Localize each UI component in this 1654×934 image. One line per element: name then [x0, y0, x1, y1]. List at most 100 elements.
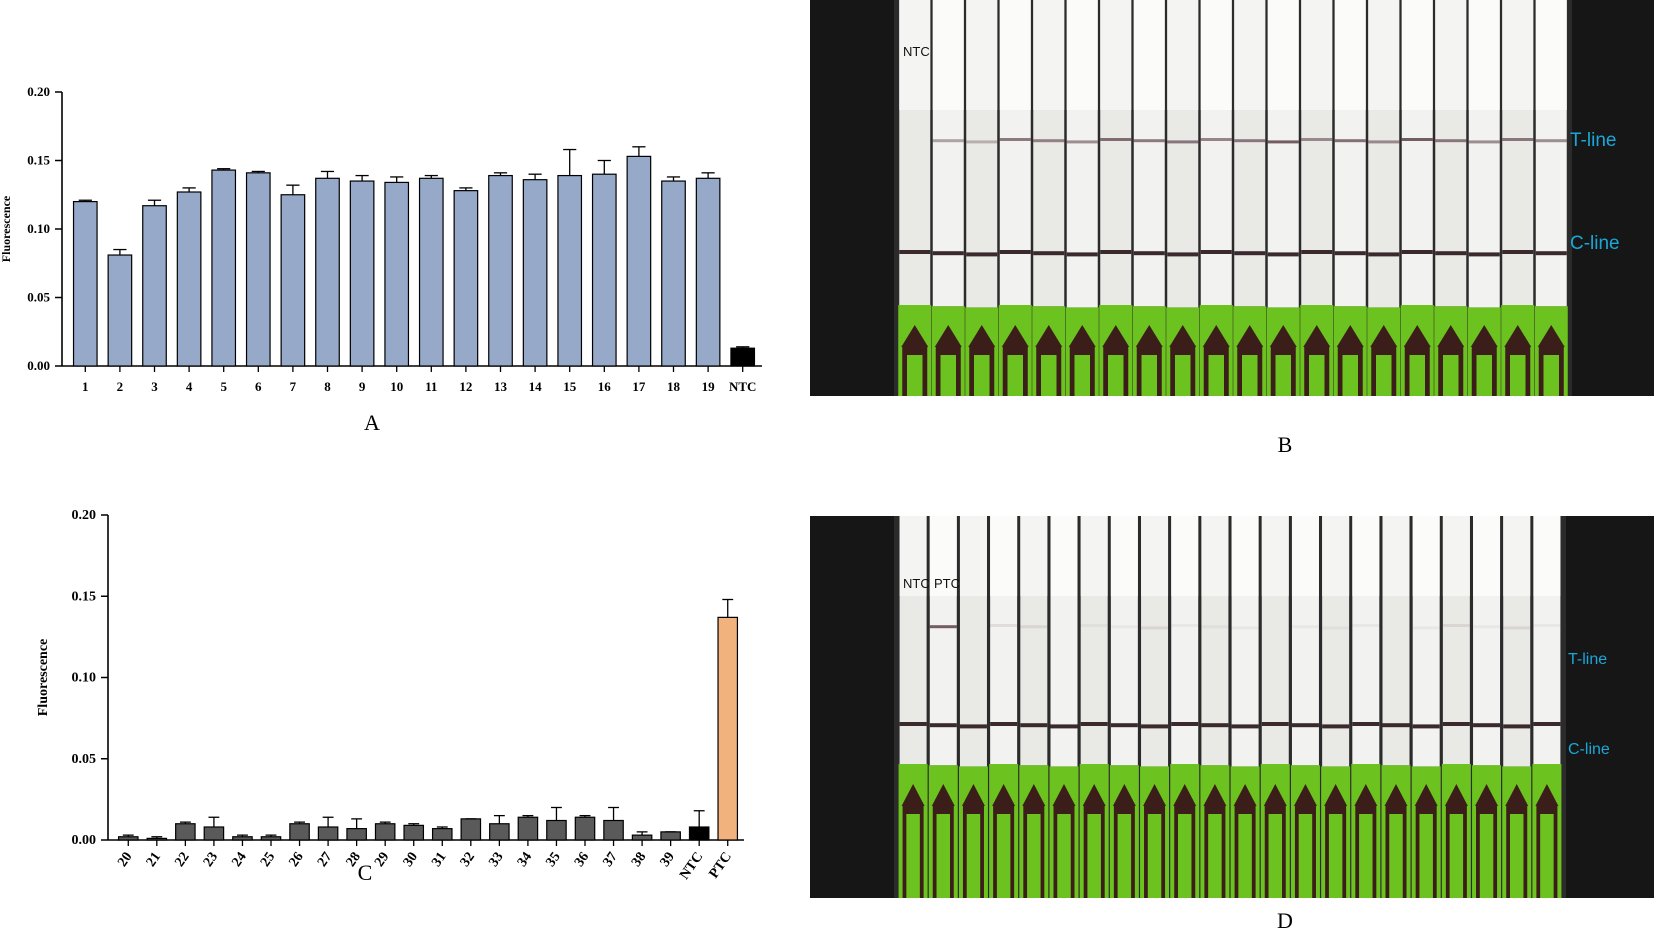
c-line — [1473, 723, 1501, 728]
x-tick-label: 36 — [572, 850, 592, 870]
pad-window — [1007, 355, 1023, 396]
strip-cover — [1322, 516, 1350, 596]
strip-cover — [1382, 516, 1410, 596]
strip-cover — [1066, 0, 1098, 110]
arrow-marker — [1169, 325, 1197, 347]
pad-window — [1376, 355, 1392, 396]
t-line — [1502, 138, 1534, 141]
strip-cover — [1267, 0, 1299, 110]
arrow-marker — [1370, 325, 1398, 347]
x-tick-label: 1 — [82, 379, 89, 394]
c-line — [1435, 251, 1467, 256]
x-tick-label: 38 — [629, 850, 649, 870]
x-tick-label: 8 — [324, 379, 331, 394]
strip-cover — [1234, 0, 1266, 110]
strip-cover — [1080, 516, 1108, 596]
arrow-marker — [1475, 784, 1499, 806]
c-line-label-b: C-line — [1570, 233, 1620, 254]
x-tick-label: 31 — [429, 850, 449, 870]
x-tick-label: 7 — [290, 379, 297, 394]
pad-window — [1543, 355, 1559, 396]
chart-c: 0.00 0.05 0.10 0.15 0.20 Fluorescence 20 21 22 23… — [36, 508, 744, 883]
x-tick-label: 20 — [115, 850, 135, 870]
arrow-marker — [1203, 784, 1227, 806]
pad-window — [1509, 814, 1524, 898]
bar — [517, 816, 539, 841]
strip-cover — [1435, 0, 1467, 110]
t-line — [1435, 139, 1467, 143]
c-line — [1020, 723, 1048, 728]
c-line — [1141, 724, 1169, 729]
c-line — [1291, 723, 1319, 728]
x-tick-label: 27 — [315, 850, 335, 870]
x-tick-label: 32 — [458, 850, 478, 870]
x-tick-label: 22 — [172, 850, 192, 870]
pad-window — [1208, 814, 1222, 898]
c-line — [1171, 722, 1199, 726]
c-line — [1033, 251, 1065, 256]
pad-window — [1175, 355, 1191, 396]
ntc-label-d: NTC — [903, 576, 930, 591]
pad-window — [1449, 814, 1464, 898]
x-tick-label: 10 — [390, 379, 403, 394]
pad-window — [1242, 355, 1258, 396]
t-line — [1334, 139, 1366, 143]
pad-window — [1141, 355, 1157, 396]
t-line-label-b: T-line — [1570, 130, 1617, 151]
panel-label-d: D — [1277, 908, 1293, 933]
strip-cover — [1141, 516, 1169, 596]
y-tick-label: 0.20 — [72, 508, 97, 523]
pad-window — [1359, 814, 1373, 898]
strip-cover — [1020, 516, 1048, 596]
y-tick-label: 0.05 — [72, 752, 97, 767]
pad-window — [940, 355, 956, 396]
strip-cover — [1201, 516, 1229, 596]
arrow-marker — [1135, 325, 1163, 347]
t-line — [966, 140, 998, 144]
x-tick-label: 11 — [425, 379, 437, 394]
pad-window — [1328, 814, 1343, 898]
x-tick-label: 17 — [632, 379, 646, 394]
bar — [175, 823, 196, 841]
strip-cover — [1473, 516, 1501, 596]
panel-label-b: B — [1277, 432, 1293, 457]
strip-cover — [1033, 0, 1065, 110]
bar — [660, 831, 681, 841]
strip-cover — [932, 0, 964, 110]
y-tick-label: 0.00 — [72, 833, 97, 848]
c-line — [1267, 252, 1299, 257]
t-line — [1167, 140, 1199, 144]
c-line — [966, 252, 998, 257]
bar — [574, 816, 596, 841]
t-line — [999, 138, 1031, 141]
strip-cover — [1133, 0, 1165, 110]
y-tick-label: 0.15 — [72, 589, 97, 604]
bar — [631, 834, 653, 841]
pad-window — [1027, 814, 1041, 898]
x-tick-label: 30 — [401, 850, 421, 870]
arrow-marker — [1001, 325, 1029, 347]
c-line — [1334, 251, 1366, 256]
c-line — [1468, 252, 1500, 257]
bar — [717, 616, 739, 841]
pad-window — [1443, 355, 1459, 396]
c-line — [1201, 723, 1229, 728]
c-line — [959, 724, 987, 729]
pad-window — [1041, 355, 1057, 396]
c-line — [1322, 724, 1350, 729]
strip-cover — [966, 0, 998, 110]
bar — [431, 828, 453, 841]
bar — [374, 823, 396, 841]
y-tick-label: 0.00 — [27, 358, 50, 373]
bar — [146, 837, 168, 841]
t-line — [1442, 624, 1470, 627]
pad-window — [1540, 814, 1554, 898]
bar — [403, 824, 425, 841]
y-tick-label: 0.10 — [27, 221, 50, 236]
bar — [346, 828, 367, 841]
ntc-label-b: NTC — [903, 44, 930, 59]
bar — [232, 836, 253, 841]
x-tick-label: 2 — [117, 379, 124, 394]
arrow-marker — [1082, 784, 1106, 806]
pad-window — [1476, 355, 1492, 396]
